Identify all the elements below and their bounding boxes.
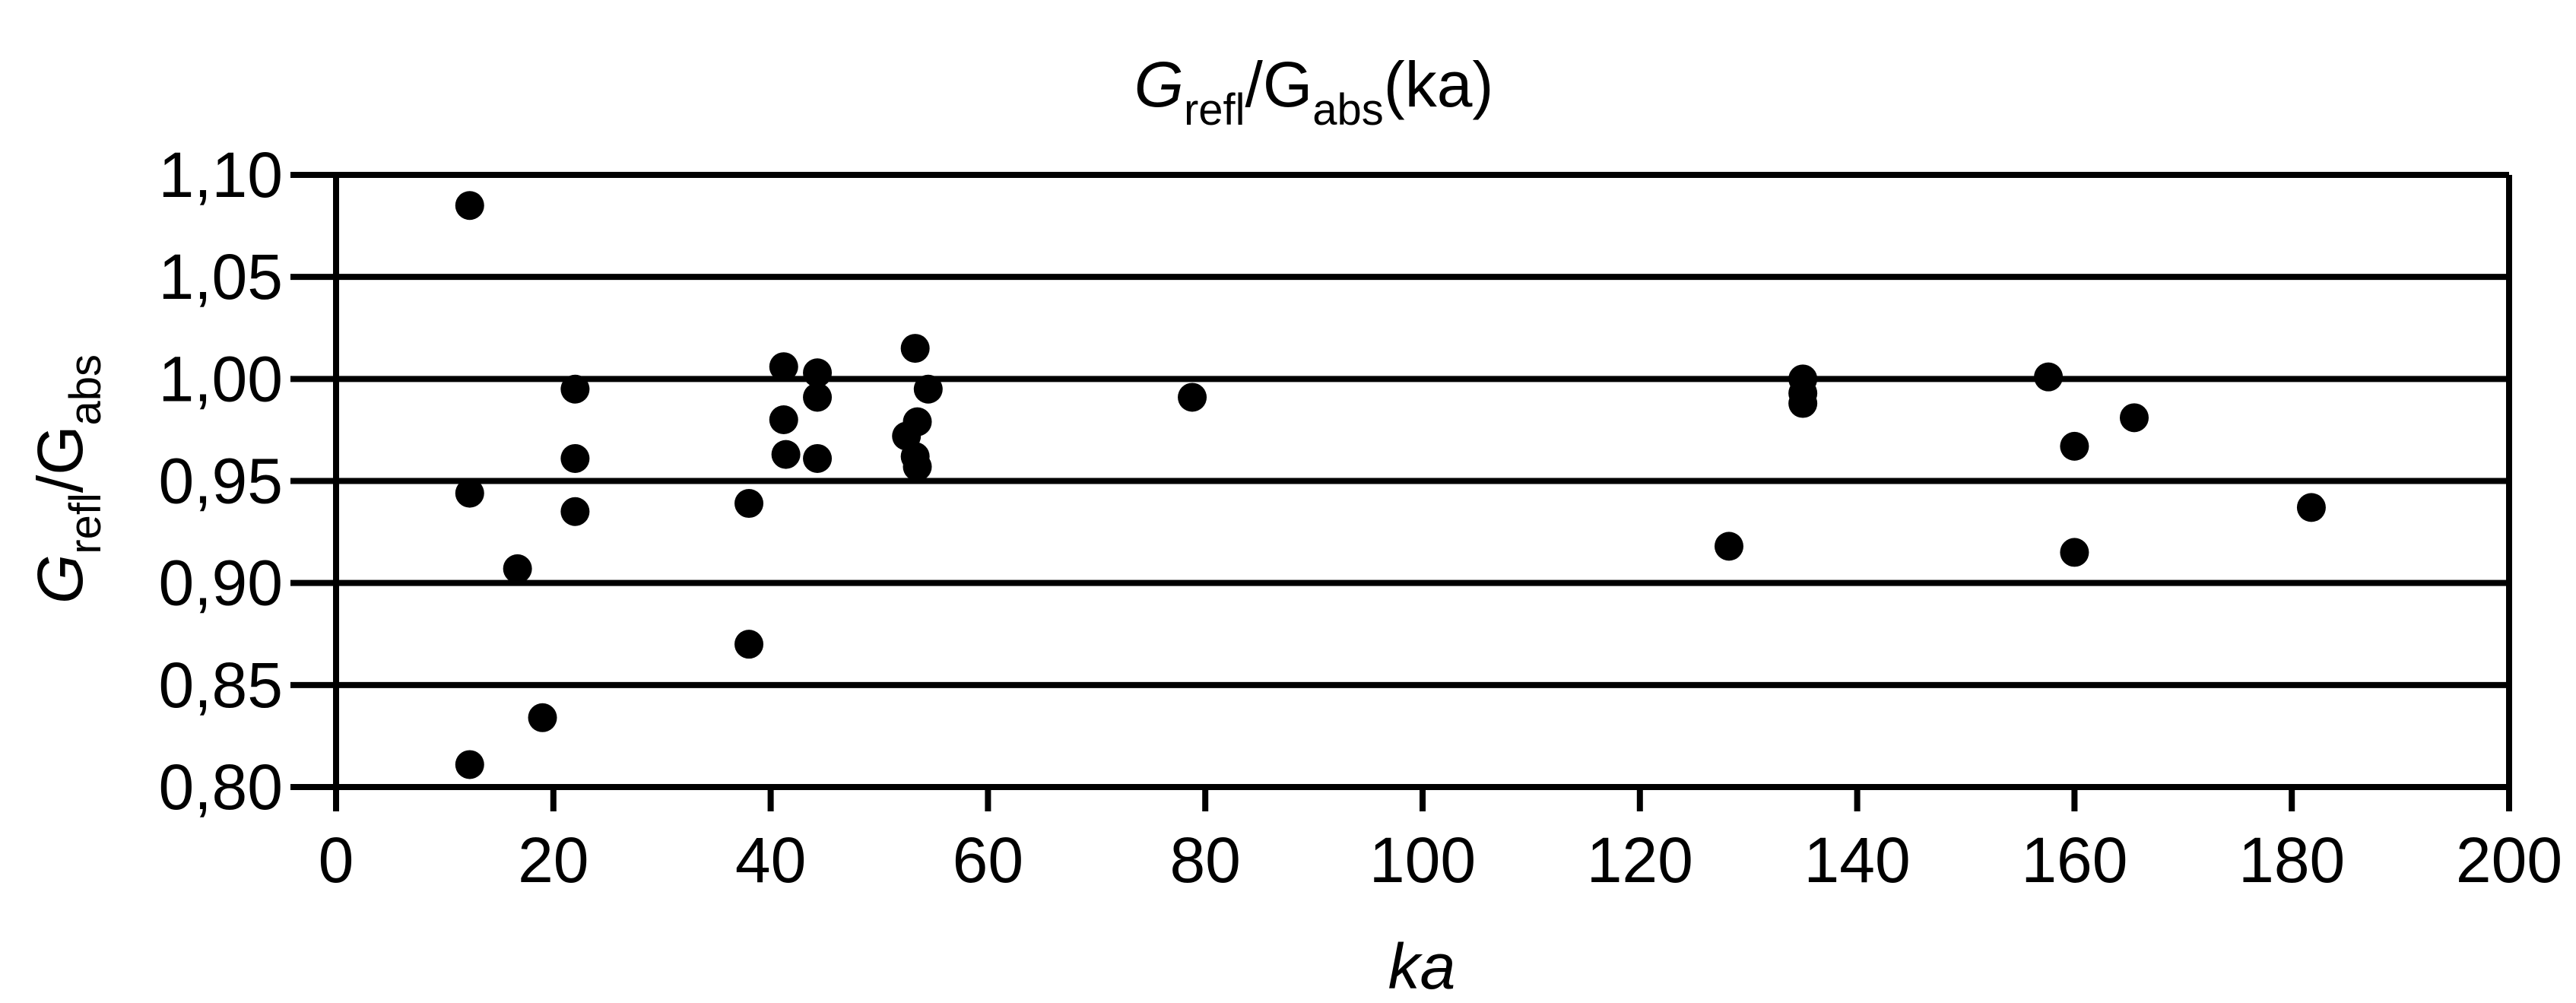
- data-point: [734, 489, 764, 519]
- data-point: [560, 497, 590, 526]
- x-tick-label: 40: [735, 824, 806, 896]
- data-point: [1714, 532, 1743, 561]
- x-tick-label: 140: [1804, 824, 1911, 896]
- data-point: [2060, 538, 2089, 567]
- x-tick-label: 120: [1587, 824, 1693, 896]
- data-point: [903, 452, 932, 481]
- y-tick-label: 0,85: [159, 649, 284, 721]
- x-axis-title: ka: [1388, 931, 1456, 1002]
- y-tick-label: 0,80: [159, 751, 284, 823]
- data-point: [455, 750, 484, 779]
- y-axis-ticks: 0,80 0,85 0,90 0,95 1,00 1,05 1,10: [159, 139, 336, 823]
- y-tick-label: 1,00: [159, 343, 284, 414]
- y-tick-label: 0,95: [159, 446, 284, 517]
- data-point: [503, 554, 532, 583]
- title-sep: /G: [1245, 49, 1313, 120]
- data-point: [803, 358, 833, 388]
- title-tail: (ka): [1384, 49, 1494, 120]
- y-tick-label: 0,90: [159, 548, 284, 619]
- chart-title: Grefl/Gabs(ka): [1134, 49, 1494, 135]
- data-points: [455, 191, 2326, 779]
- data-point: [455, 478, 484, 508]
- x-tick-label: 200: [2456, 824, 2562, 896]
- y-axis-title: Grefl/Gabs: [24, 354, 110, 604]
- x-axis-ticks: 0 20 40 60 80 100 120 140 160 180 200: [319, 787, 2562, 896]
- data-point: [2119, 403, 2149, 433]
- x-tick-label: 60: [953, 824, 1023, 896]
- x-tick-label: 100: [1369, 824, 1476, 896]
- x-tick-label: 160: [2021, 824, 2127, 896]
- grid-lines: [336, 172, 2509, 790]
- title-den-sub: abs: [1312, 85, 1384, 135]
- data-point: [803, 382, 833, 412]
- ylabel-sep: /G: [24, 425, 96, 493]
- ylabel-main-sub: refl: [61, 493, 110, 554]
- data-point: [900, 334, 930, 363]
- data-point: [455, 191, 484, 221]
- data-point: [2034, 362, 2064, 392]
- title-main: G: [1134, 49, 1184, 120]
- data-point: [734, 630, 764, 659]
- data-point: [2296, 493, 2326, 522]
- data-point: [803, 443, 833, 473]
- ylabel-main: G: [24, 554, 96, 604]
- data-point: [528, 703, 557, 732]
- x-tick-label: 20: [518, 824, 588, 896]
- data-point: [1178, 382, 1207, 412]
- title-main-sub: refl: [1184, 85, 1245, 135]
- plot-frame: [333, 175, 2512, 811]
- y-tick-label: 1,05: [159, 241, 284, 313]
- data-point: [560, 443, 590, 473]
- ylabel-den-sub: abs: [61, 354, 110, 426]
- x-tick-label: 80: [1169, 824, 1240, 896]
- data-point: [769, 352, 798, 382]
- data-point: [913, 374, 943, 404]
- data-point: [771, 440, 801, 469]
- data-point: [2060, 431, 2089, 461]
- x-tick-label: 0: [319, 824, 354, 896]
- data-point: [1788, 389, 1818, 418]
- data-point: [560, 374, 590, 404]
- x-tick-label: 180: [2238, 824, 2345, 896]
- data-point: [769, 405, 798, 434]
- y-tick-label: 1,10: [159, 139, 284, 211]
